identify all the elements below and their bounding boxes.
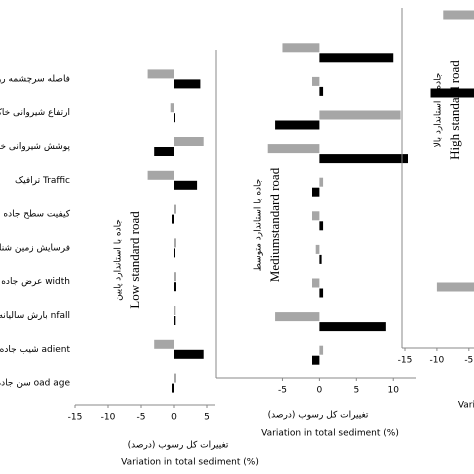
bar — [174, 282, 176, 292]
x-tick-label: -5 — [137, 413, 146, 423]
x-tick-label: 10 — [388, 386, 400, 396]
x-tick-label: -5 — [278, 386, 287, 396]
bar — [174, 272, 176, 282]
bar — [147, 170, 174, 180]
x-tick-label: 0 — [171, 413, 177, 423]
bar — [174, 238, 176, 248]
bar — [312, 211, 320, 221]
panel-title: Mediumstandard road — [267, 167, 282, 282]
bar — [430, 88, 474, 98]
category-label: ارتفاع شیروانی خاک — [0, 107, 70, 118]
category-label: فاصله سرچشمه رو — [0, 74, 70, 84]
bar — [174, 373, 176, 383]
x-axis-title: Variation in total sediment (%) — [261, 429, 399, 439]
bar — [172, 214, 174, 224]
bar — [312, 76, 320, 86]
bar — [319, 154, 408, 164]
category-label: کیفیت سطح جاده — [3, 210, 70, 220]
x-tick-label: -10 — [430, 356, 445, 366]
category-label: شیب جاده adient — [0, 345, 70, 355]
bar — [319, 53, 394, 63]
panel-title-fa: جاده با استاندارد بالا — [434, 73, 444, 148]
bar — [174, 113, 175, 123]
bar — [315, 244, 320, 254]
x-axis-title-fa: تغییرات کل رسوب (درصد) — [268, 411, 369, 421]
x-axis-title-fa: تغییرات کل رسوب (درصد) — [128, 441, 229, 451]
bar — [174, 79, 201, 89]
bar — [174, 306, 176, 315]
bar — [174, 137, 204, 146]
bar — [174, 316, 176, 325]
bar — [170, 103, 174, 113]
bar — [275, 120, 320, 130]
panel-title: High standard road — [447, 60, 462, 160]
bar — [147, 69, 174, 79]
bar — [172, 383, 174, 393]
x-tick-label: 0 — [317, 386, 323, 396]
bar — [319, 86, 324, 96]
bar — [312, 355, 320, 365]
x-tick-label: 5 — [353, 386, 359, 396]
bar — [154, 339, 174, 349]
bar — [275, 312, 320, 322]
category-label: سن جاده oad age — [0, 379, 70, 389]
bar — [436, 282, 474, 292]
bar — [174, 349, 204, 359]
x-tick-label: -5 — [464, 356, 473, 366]
category-label: عرض جاده width — [1, 277, 70, 287]
category-label: ترافیک Traffic — [15, 176, 70, 186]
bar — [319, 221, 324, 231]
bar — [443, 10, 474, 20]
panel-title-fa: جاده با استاندارد پایین — [114, 219, 124, 301]
panel-title: Low standard road — [127, 211, 142, 309]
bar — [319, 110, 401, 120]
x-axis-title: Variation in total sediment (%) — [121, 458, 259, 468]
bar — [319, 345, 324, 355]
bar — [267, 144, 320, 154]
x-tick-label: -10 — [101, 413, 116, 423]
category-label: بارش سالیانه nfall — [0, 311, 70, 321]
bar — [319, 288, 324, 298]
x-tick-label: 5 — [204, 413, 210, 423]
bar — [174, 204, 176, 214]
category-label: پوشش شیروانی خا — [0, 142, 70, 152]
bar — [174, 180, 198, 190]
bar — [319, 254, 322, 264]
x-axis-title: Vari — [458, 401, 474, 411]
bar — [282, 43, 320, 53]
bar — [312, 278, 320, 288]
bar — [154, 147, 174, 156]
panel-title-fa: جاده با استاندارد متوسط — [254, 179, 264, 272]
bar — [319, 177, 324, 187]
category-label: فرسایش زمین شناسی — [0, 243, 70, 253]
bar — [174, 248, 175, 258]
bar — [319, 322, 386, 332]
x-tick-label: -15 — [68, 413, 83, 423]
bar — [312, 187, 320, 197]
x-tick-label: -15 — [398, 356, 413, 366]
